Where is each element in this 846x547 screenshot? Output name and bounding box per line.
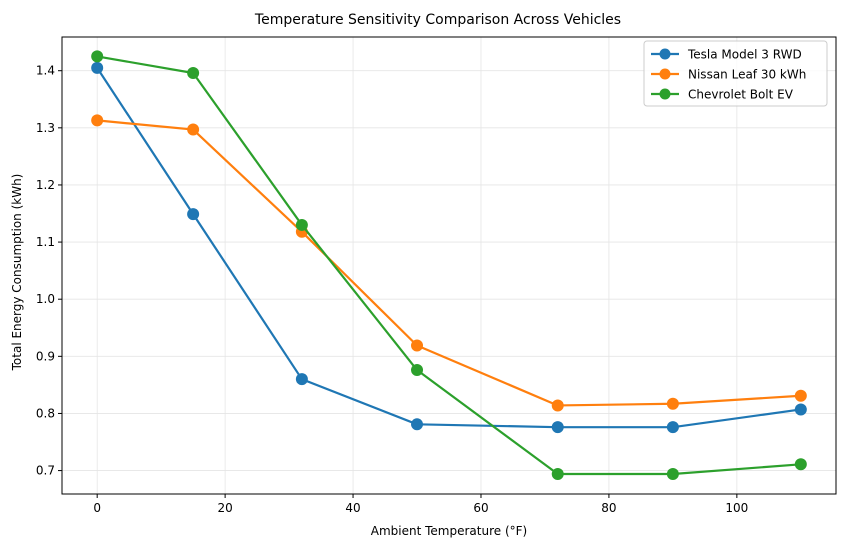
x-tick-label: 80 bbox=[601, 501, 616, 515]
data-point bbox=[187, 123, 200, 136]
data-point bbox=[411, 418, 424, 431]
y-tick-label: 0.7 bbox=[36, 464, 55, 478]
data-point bbox=[551, 421, 564, 434]
y-tick-label: 1.1 bbox=[36, 235, 55, 249]
legend-item: Chevrolet Bolt EV bbox=[651, 88, 794, 102]
plot-frame bbox=[61, 36, 837, 495]
data-point bbox=[187, 208, 200, 221]
x-tick-label: 40 bbox=[345, 501, 360, 515]
x-axis: 0 20 40 60 80 100 bbox=[93, 494, 748, 515]
series-tesla-model-3-rwd bbox=[91, 61, 807, 434]
legend-label: Chevrolet Bolt EV bbox=[688, 88, 794, 102]
series-nissan-leaf-30-kwh bbox=[91, 114, 807, 412]
data-point bbox=[91, 114, 104, 127]
chart-title: Temperature Sensitivity Comparison Acros… bbox=[254, 12, 621, 28]
y-axis-label: Total Energy Consumption (kWh) bbox=[10, 174, 24, 372]
data-point bbox=[794, 458, 807, 471]
legend-marker bbox=[659, 68, 671, 80]
data-point bbox=[411, 364, 424, 377]
data-point bbox=[551, 399, 564, 412]
data-point bbox=[295, 218, 308, 231]
y-tick-label: 1.2 bbox=[36, 178, 55, 192]
series-chevrolet-bolt-ev bbox=[91, 50, 807, 481]
legend-box bbox=[643, 40, 828, 107]
y-tick-label: 1.3 bbox=[36, 121, 55, 135]
data-point bbox=[794, 389, 807, 402]
data-point bbox=[91, 50, 104, 63]
legend-marker bbox=[659, 48, 671, 60]
data-point bbox=[187, 66, 200, 79]
y-tick-label: 0.8 bbox=[36, 406, 55, 420]
data-point bbox=[794, 403, 807, 416]
y-tick-label: 1.4 bbox=[36, 64, 55, 78]
legend-label: Nissan Leaf 30 kWh bbox=[688, 68, 806, 82]
data-point bbox=[666, 468, 679, 481]
data-point bbox=[551, 468, 564, 481]
series-layer bbox=[91, 50, 807, 481]
x-tick-label: 60 bbox=[473, 501, 488, 515]
legend-label: Tesla Model 3 RWD bbox=[687, 48, 802, 62]
legend: Tesla Model 3 RWD Nissan Leaf 30 kWh Chevr… bbox=[643, 40, 828, 107]
y-axis: 0.7 0.8 0.9 1.0 1.1 1.2 1.3 1.4 bbox=[36, 64, 62, 478]
x-tick-label: 20 bbox=[217, 501, 232, 515]
data-point bbox=[91, 61, 104, 74]
y-tick-label: 0.9 bbox=[36, 349, 55, 363]
y-tick-label: 1.0 bbox=[36, 292, 55, 306]
legend-item: Tesla Model 3 RWD bbox=[651, 48, 802, 62]
grid bbox=[62, 37, 836, 494]
x-tick-label: 0 bbox=[93, 501, 101, 515]
data-point bbox=[666, 397, 679, 410]
x-axis-label: Ambient Temperature (°F) bbox=[371, 524, 527, 538]
legend-item: Nissan Leaf 30 kWh bbox=[651, 68, 806, 82]
data-point bbox=[411, 339, 424, 352]
x-tick-label: 100 bbox=[725, 501, 748, 515]
legend-marker bbox=[659, 88, 671, 100]
data-point bbox=[666, 421, 679, 434]
data-point bbox=[295, 373, 308, 386]
